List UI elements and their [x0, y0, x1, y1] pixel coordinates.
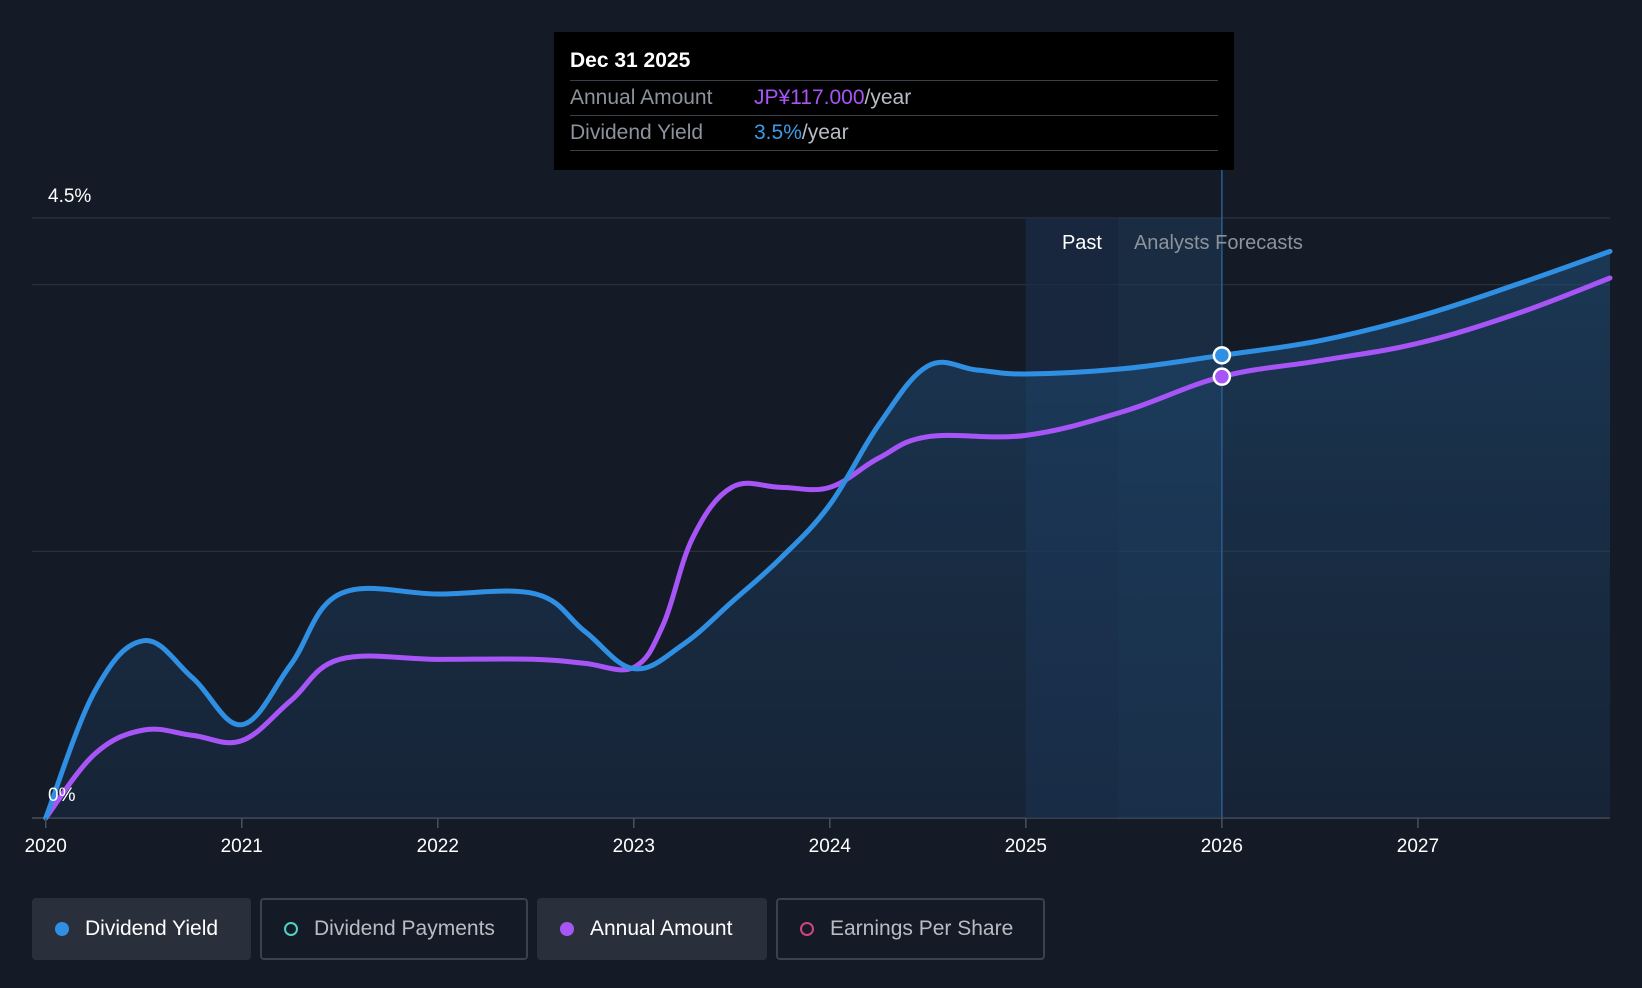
- tooltip-unit: /year: [864, 86, 912, 109]
- dividend-yield-marker[interactable]: [1212, 346, 1232, 365]
- annual-amount-marker[interactable]: [1212, 367, 1232, 386]
- x-axis-tick-label: 2027: [1397, 836, 1439, 857]
- x-axis-tick-label: 2025: [1005, 836, 1047, 857]
- dividend-yield-line[interactable]: [43, 248, 1613, 821]
- hollow-dot-icon: [284, 922, 298, 936]
- hollow-dot-icon: [800, 922, 814, 936]
- dividend-yield-area: [45, 251, 1611, 819]
- tooltip-date: Dec 31 2025: [570, 46, 1218, 81]
- legend-label: Dividend Yield: [85, 917, 219, 940]
- tooltip-dividend-yield-value: 3.5%: [754, 121, 802, 144]
- analysts-forecasts-label: Analysts Forecasts: [1134, 232, 1303, 254]
- tooltip-row-annual-amount: Annual Amount JP¥117.000 /year: [570, 81, 1218, 116]
- x-axis-tick-label: 2021: [221, 836, 263, 857]
- tooltip-label: Dividend Yield: [570, 121, 704, 144]
- legend-label: Earnings Per Share: [830, 917, 1014, 940]
- x-axis-tick-label: 2022: [417, 836, 459, 857]
- x-axis-tick-label: 2026: [1201, 836, 1243, 857]
- tooltip-label: Annual Amount: [570, 86, 713, 109]
- past-label: Past: [1062, 232, 1102, 254]
- legend-dividend-yield-button[interactable]: Dividend Yield: [32, 898, 251, 960]
- legend-label: Annual Amount: [590, 917, 733, 940]
- y-axis-min-label: 0%: [48, 785, 76, 806]
- x-axis-tick-label: 2023: [613, 836, 655, 857]
- chart-legend: Dividend Yield Dividend Payments Annual …: [32, 898, 1045, 960]
- filled-dot-icon: [560, 922, 574, 936]
- filled-dot-icon: [55, 922, 69, 936]
- legend-label: Dividend Payments: [314, 917, 495, 940]
- y-axis-max-label: 4.5%: [48, 186, 91, 207]
- legend-dividend-payments-button[interactable]: Dividend Payments: [260, 898, 528, 960]
- tooltip-annual-amount-value: JP¥117.000: [754, 86, 865, 109]
- legend-earnings-per-share-button[interactable]: Earnings Per Share: [776, 898, 1045, 960]
- legend-annual-amount-button[interactable]: Annual Amount: [537, 898, 767, 960]
- x-axis-tick-label: 2020: [25, 836, 67, 857]
- tooltip-row-dividend-yield: Dividend Yield 3.5% /year: [570, 116, 1218, 151]
- annual-amount-line[interactable]: [43, 275, 1613, 821]
- x-axis-tick-label: 2024: [809, 836, 852, 857]
- chart-tooltip: Dec 31 2025 Annual Amount JP¥117.000 /ye…: [554, 32, 1234, 170]
- tooltip-unit: /year: [801, 121, 849, 144]
